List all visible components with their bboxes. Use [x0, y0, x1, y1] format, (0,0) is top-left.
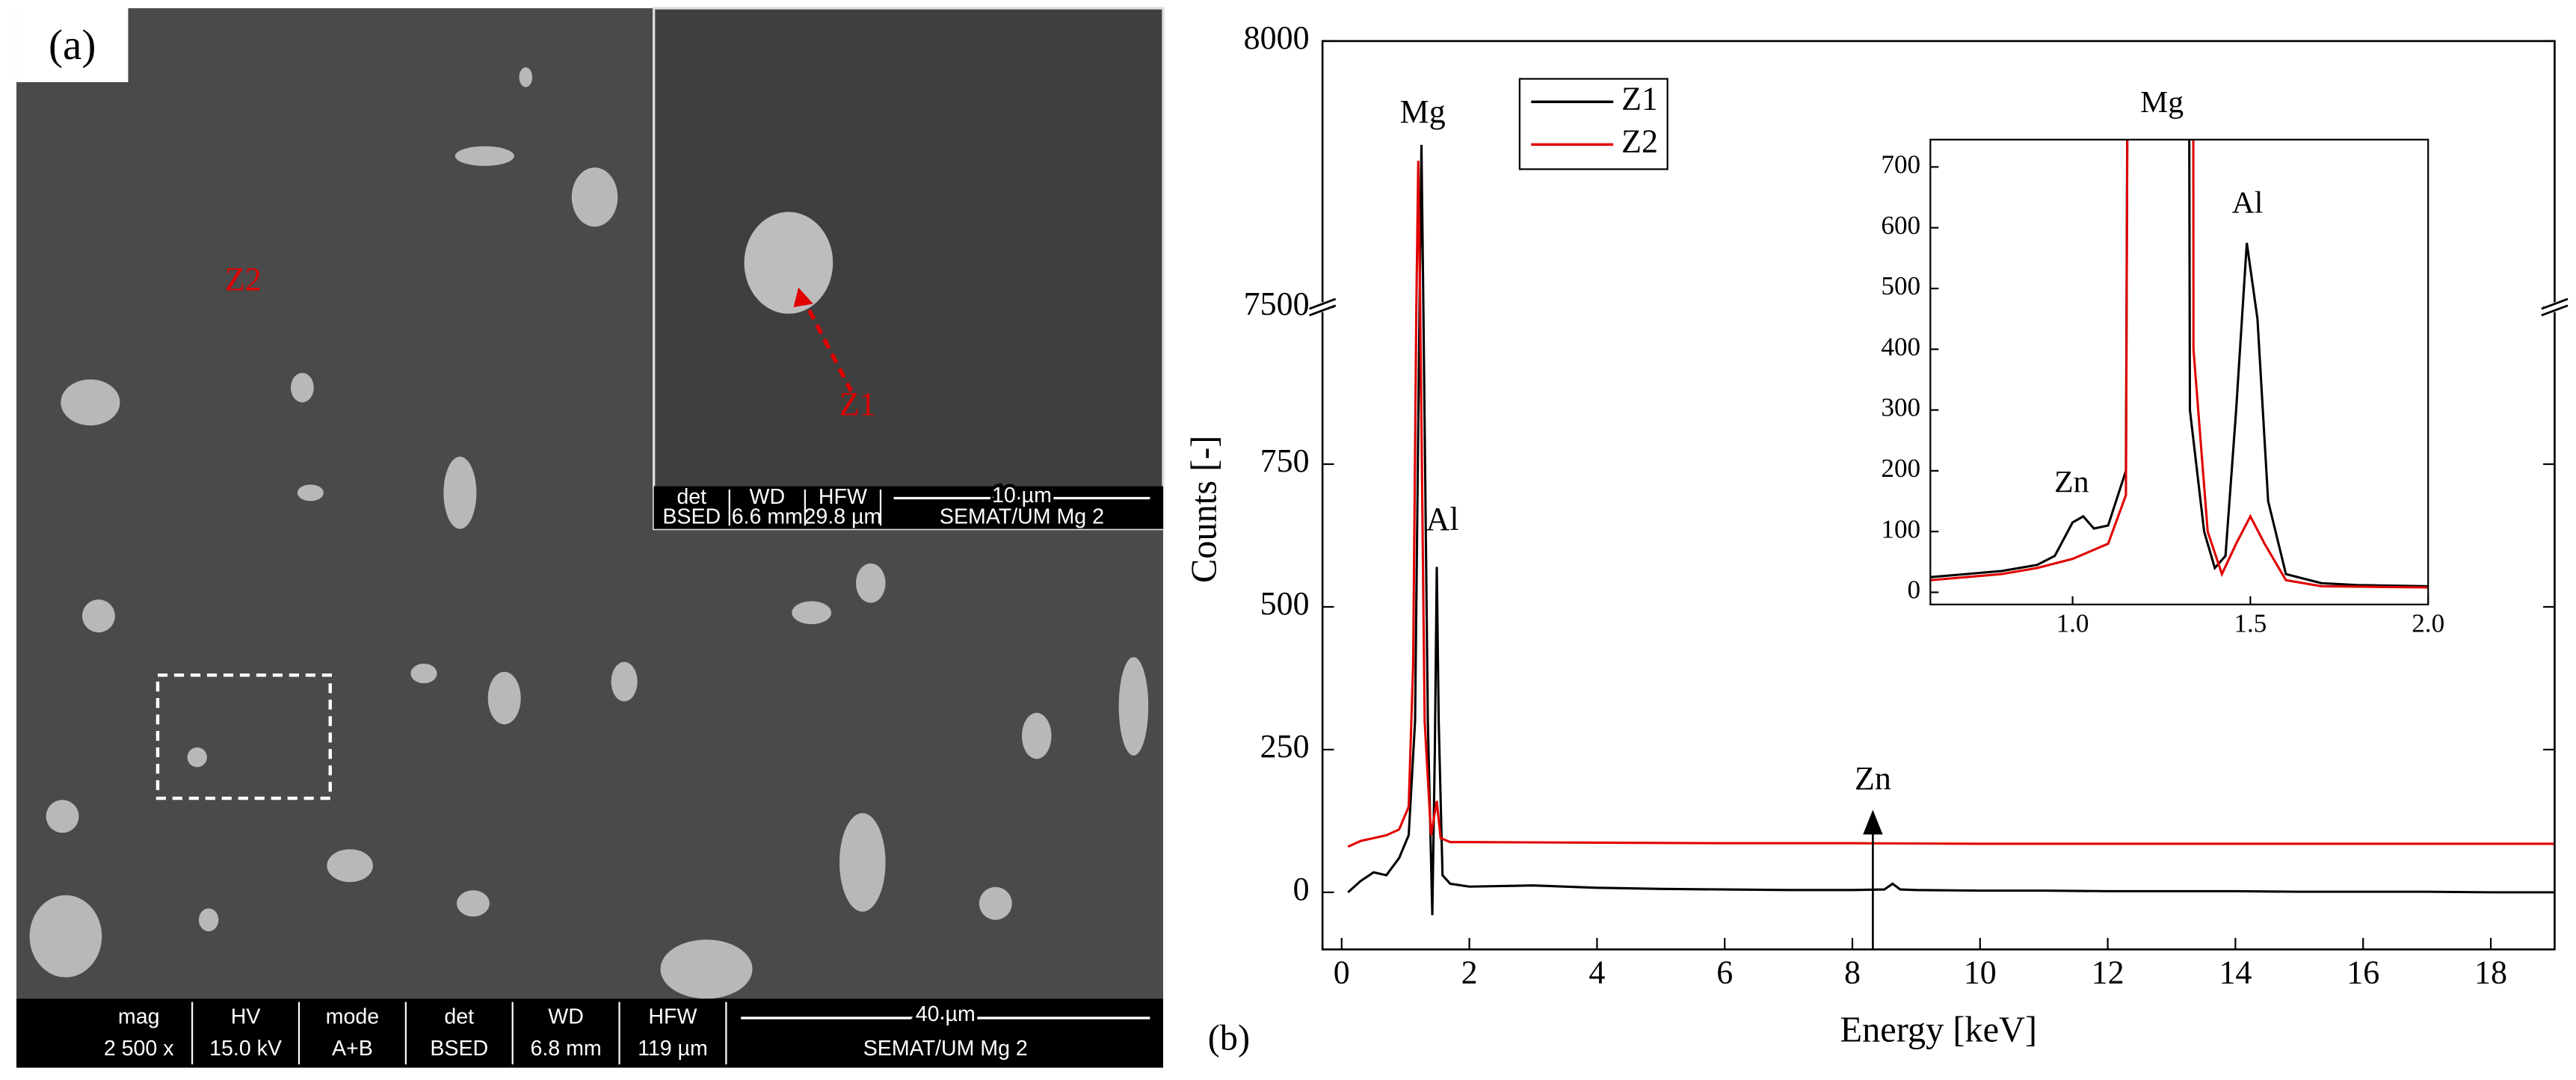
peak-label: Al: [1426, 501, 1459, 537]
info-header: WD: [750, 485, 786, 509]
info-value: 29.8 µm: [804, 504, 882, 528]
x-tick-label: 8: [1844, 954, 1861, 991]
scale-label: 10 µm: [992, 484, 1052, 507]
y-tick-label: 700: [1881, 149, 1920, 179]
particles: [29, 67, 1149, 999]
x-axis-label: Energy [keV]: [1840, 1010, 2037, 1049]
y-tick-label: 300: [1881, 393, 1920, 422]
panel-label-box: [16, 7, 129, 82]
info-header: HFW: [648, 1005, 697, 1029]
y-tick-label: 0: [1293, 871, 1310, 907]
y-tick-label: 100: [1881, 514, 1920, 543]
peak-label: Zn: [2054, 465, 2089, 499]
info-value: 6.8 mm: [530, 1037, 601, 1061]
arrow: [800, 294, 853, 392]
legend-label: Z2: [1621, 123, 1658, 159]
info-value: BSED: [430, 1037, 488, 1061]
x-tick-label: 1.0: [2056, 608, 2089, 638]
x-tick-label: 14: [2219, 954, 2252, 991]
peak-label: Al: [2232, 185, 2264, 220]
x-tick-label: 2.0: [2412, 608, 2444, 638]
y-tick-label: 200: [1881, 454, 1920, 483]
x-tick-label: 1.5: [2234, 608, 2267, 638]
spectrum-line: [1930, 139, 2429, 589]
peak-label: Mg: [1400, 93, 1446, 130]
x-tick-label: 10: [1964, 954, 1997, 991]
instrument-name: SEMAT/UM Mg 2: [863, 1037, 1028, 1061]
instrument-name: SEMAT/UM Mg 2: [940, 504, 1104, 528]
plot-frame: [1321, 40, 2556, 951]
y-tick-label: 0: [1908, 576, 1921, 605]
peak-label: Zn: [1855, 760, 1891, 797]
y-tick-label: 400: [1881, 332, 1920, 361]
info-value: 15.0 kV: [209, 1037, 282, 1061]
info-bar: [16, 999, 1163, 1068]
roi-box: [155, 673, 332, 800]
inset-image: [653, 7, 1165, 531]
y-tick-label: 600: [1881, 211, 1920, 240]
spectrum-line: [1930, 139, 2429, 587]
axis-break: [1309, 304, 1337, 317]
chart: 0 2 4 6 8 10 12 14 16 18 0 250 500 750 7500 8000 Energy …: [1184, 19, 2569, 1058]
spectrum-line: [1347, 161, 2555, 848]
arrow-head: [793, 287, 813, 307]
inset-frame: [1929, 138, 2429, 605]
zn-arrow-head: [1863, 809, 1883, 835]
zone-label: Z2: [225, 261, 262, 297]
x-tick-label: 4: [1589, 954, 1605, 991]
zone-label: Z1: [839, 386, 876, 422]
peak-label: Mg: [2140, 85, 2184, 120]
y-tick-label: 500: [1260, 585, 1310, 622]
inset-info-bar: [653, 486, 1163, 529]
x-tick-label: 12: [2092, 954, 2124, 991]
micrograph: (a) Z2 Z1: [16, 7, 1165, 1068]
scale-label: 40 µm: [916, 1002, 976, 1026]
x-tick-label: 0: [1334, 954, 1350, 991]
spectrum-line: [1347, 144, 2555, 916]
axis-break: [2541, 304, 2569, 317]
info-value: 6.6 mm: [732, 504, 803, 528]
info-header: WD: [548, 1005, 584, 1029]
x-tick-label: 6: [1716, 954, 1733, 991]
y-tick-label: 7500: [1244, 286, 1310, 322]
particle-z1: [744, 212, 833, 314]
y-axis-label: Counts [-]: [1184, 436, 1224, 583]
panel-label: (a): [49, 22, 96, 69]
panel-label: (b): [1208, 1018, 1250, 1058]
info-header: det: [677, 485, 706, 509]
x-tick-label: 16: [2347, 954, 2379, 991]
legend-label: Z1: [1621, 80, 1658, 117]
axis-break: [1309, 297, 1337, 310]
info-header: mag: [118, 1005, 160, 1029]
x-tick-label: 18: [2474, 954, 2507, 991]
info-header: HFW: [819, 485, 867, 509]
legend-box: [1518, 78, 1668, 170]
info-header: det: [444, 1005, 474, 1029]
info-value: 2 500 x: [104, 1037, 174, 1061]
axis-break: [2541, 297, 2569, 310]
info-value: A+B: [332, 1037, 373, 1061]
y-tick-label: 750: [1260, 442, 1310, 479]
y-tick-label: 500: [1881, 271, 1920, 300]
y-tick-label: 250: [1260, 728, 1310, 765]
info-value: 119 µm: [638, 1037, 708, 1061]
info-header: mode: [326, 1005, 379, 1029]
x-tick-label: 2: [1461, 954, 1478, 991]
info-header: HV: [231, 1005, 261, 1029]
y-tick-label: 8000: [1244, 19, 1310, 56]
info-value: BSED: [662, 504, 721, 528]
